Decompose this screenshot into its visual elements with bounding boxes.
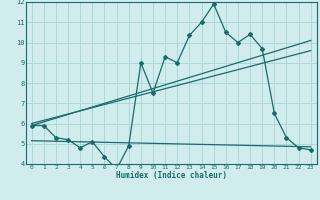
- X-axis label: Humidex (Indice chaleur): Humidex (Indice chaleur): [116, 171, 227, 180]
